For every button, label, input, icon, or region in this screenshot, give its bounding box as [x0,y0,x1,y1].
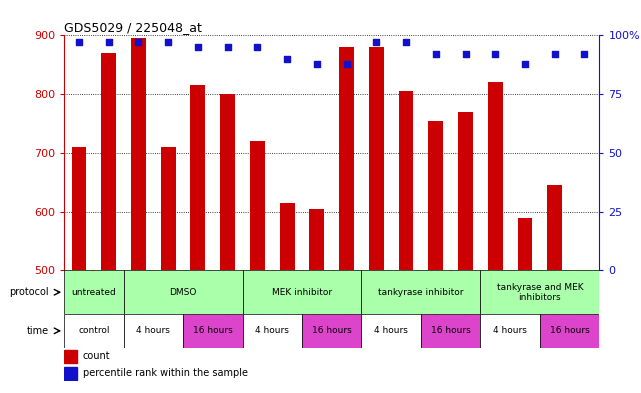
Bar [480,314,540,348]
Point [342,61,352,67]
Bar [458,112,473,270]
Text: control: control [78,326,110,335]
Text: 16 hours: 16 hours [193,326,233,335]
Bar [64,270,124,314]
Text: MEK inhibitor: MEK inhibitor [272,288,332,297]
Point [431,51,441,57]
Text: 16 hours: 16 hours [431,326,470,335]
Bar [362,314,421,348]
Text: 4 hours: 4 hours [374,326,408,335]
Bar [72,147,87,270]
Point [74,39,84,46]
Bar [190,85,205,270]
Point [579,51,590,57]
Point [312,61,322,67]
Bar [64,350,78,363]
Text: tankyrase inhibitor: tankyrase inhibitor [378,288,463,297]
Bar [421,314,480,348]
Text: 4 hours: 4 hours [493,326,527,335]
Point [401,39,411,46]
Bar [64,367,78,380]
Text: tankyrase and MEK
inhibitors: tankyrase and MEK inhibitors [497,283,583,302]
Bar [302,314,362,348]
Bar [64,314,124,348]
Text: 16 hours: 16 hours [550,326,590,335]
Bar [339,47,354,270]
Bar [279,203,295,270]
Bar [369,47,384,270]
Point [253,44,263,50]
Bar [428,121,443,270]
Point [193,44,203,50]
Text: 16 hours: 16 hours [312,326,352,335]
Point [282,56,292,62]
Text: untreated: untreated [71,288,116,297]
Text: count: count [83,351,110,361]
Bar [362,270,480,314]
Bar [242,270,362,314]
Point [520,61,530,67]
Text: 4 hours: 4 hours [137,326,171,335]
Bar [250,141,265,270]
Point [490,51,501,57]
Point [133,39,144,46]
Point [549,51,560,57]
Point [104,39,114,46]
Text: 4 hours: 4 hours [255,326,289,335]
Bar [310,209,324,270]
Bar [517,217,533,270]
Bar [488,83,503,270]
Bar [221,94,235,270]
Bar [399,91,413,270]
Bar [124,314,183,348]
Bar [101,53,116,270]
Text: GDS5029 / 225048_at: GDS5029 / 225048_at [64,21,202,34]
Bar [131,38,146,270]
Point [460,51,470,57]
Text: DMSO: DMSO [169,288,197,297]
Text: percentile rank within the sample: percentile rank within the sample [83,368,248,378]
Bar [480,270,599,314]
Bar [124,270,242,314]
Text: time: time [27,326,49,336]
Point [222,44,233,50]
Bar [242,314,302,348]
Text: protocol: protocol [10,287,49,297]
Bar [547,185,562,270]
Point [163,39,173,46]
Point [371,39,381,46]
Bar [161,147,176,270]
Bar [540,314,599,348]
Bar [183,314,242,348]
